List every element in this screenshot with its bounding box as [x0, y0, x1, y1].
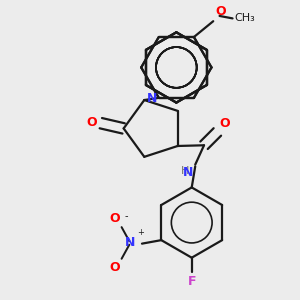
- Text: O: O: [109, 260, 120, 274]
- Text: O: O: [109, 212, 120, 225]
- Text: N: N: [125, 236, 136, 249]
- Text: N: N: [147, 92, 158, 105]
- Text: O: O: [86, 116, 97, 129]
- Text: F: F: [188, 274, 196, 288]
- Text: O: O: [215, 5, 226, 18]
- Text: +: +: [137, 228, 144, 237]
- Text: N: N: [183, 167, 194, 179]
- Text: O: O: [219, 117, 230, 130]
- Text: CH₃: CH₃: [234, 14, 255, 23]
- Text: H: H: [181, 167, 189, 176]
- Text: -: -: [124, 211, 128, 221]
